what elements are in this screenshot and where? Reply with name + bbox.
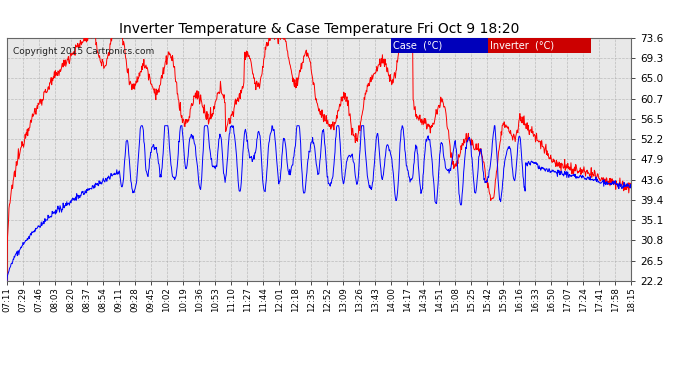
Text: Case  (°C): Case (°C) xyxy=(393,40,442,51)
Title: Inverter Temperature & Case Temperature Fri Oct 9 18:20: Inverter Temperature & Case Temperature … xyxy=(119,22,520,36)
Text: Inverter  (°C): Inverter (°C) xyxy=(490,40,553,51)
Text: Copyright 2015 Cartronics.com: Copyright 2015 Cartronics.com xyxy=(13,47,155,56)
FancyBboxPatch shape xyxy=(488,38,591,53)
FancyBboxPatch shape xyxy=(391,38,488,53)
